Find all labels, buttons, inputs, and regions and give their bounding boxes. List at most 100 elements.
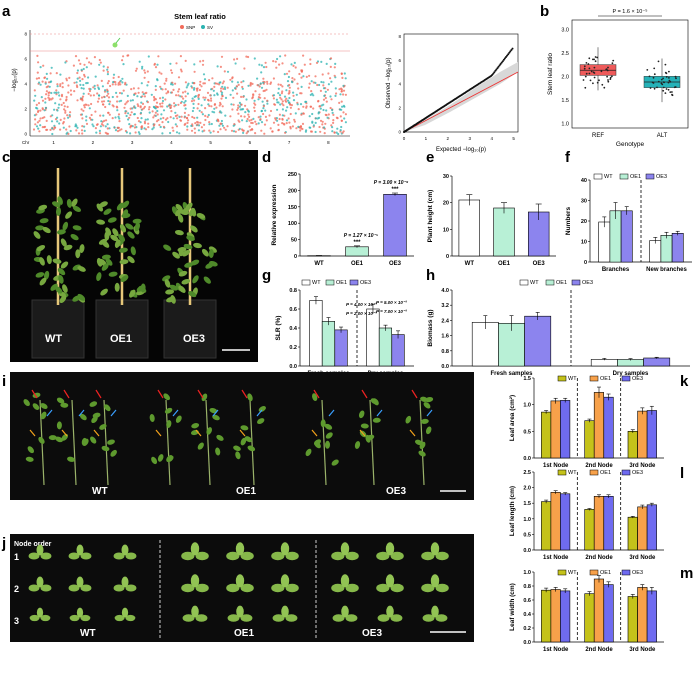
- snp-point: [319, 119, 323, 122]
- sv-point: [252, 117, 255, 120]
- snp-point: [231, 76, 234, 79]
- legend-swatch: [621, 569, 631, 576]
- boxplot-point: [648, 75, 651, 78]
- legend-label: OE3: [360, 280, 371, 286]
- plant-leaf: [414, 439, 423, 446]
- legend-swatch: [349, 279, 359, 286]
- snp-point: [197, 96, 200, 99]
- sv-point: [296, 103, 299, 106]
- snp-point: [81, 95, 85, 98]
- legend-swatch: [519, 279, 529, 286]
- snp-point: [245, 132, 248, 135]
- blue-arrow: [46, 409, 53, 417]
- snp-point: [220, 97, 223, 100]
- sv-point: [330, 80, 333, 83]
- snp-point: [186, 121, 189, 124]
- plant-leaf: [185, 202, 193, 211]
- sv-point: [337, 132, 340, 136]
- photo-c-label-oe1: OE1: [110, 333, 132, 345]
- qq-point: [499, 63, 502, 65]
- snp-point: [342, 111, 345, 114]
- snp-point: [265, 88, 268, 91]
- snp-point: [305, 75, 308, 78]
- snp-point: [288, 83, 291, 87]
- snp-point: [291, 125, 294, 128]
- legend-snp-label: SNP: [186, 25, 195, 30]
- sv-point: [57, 106, 60, 109]
- snp-point: [242, 129, 245, 132]
- y-tick-label: 1.5: [523, 376, 531, 382]
- snp-point: [263, 123, 267, 126]
- category-label: 1st Node: [543, 647, 569, 653]
- bar: [637, 506, 648, 551]
- leaflet: [28, 584, 40, 592]
- snp-point: [163, 82, 166, 85]
- snp-point: [130, 88, 133, 91]
- snp-point: [143, 122, 147, 125]
- snp-point: [73, 81, 76, 84]
- sv-point: [260, 86, 264, 89]
- snp-point: [146, 101, 149, 104]
- sv-point: [220, 91, 224, 94]
- leaflet: [422, 614, 435, 622]
- sv-point: [281, 114, 284, 117]
- leaflet: [345, 583, 359, 593]
- category-label: OE3: [533, 261, 546, 267]
- qq-points: [403, 47, 514, 133]
- snp-point: [96, 92, 99, 95]
- sv-point: [317, 111, 320, 114]
- snp-point: [206, 91, 210, 94]
- sv-point: [112, 81, 115, 84]
- snp-point: [116, 100, 119, 103]
- sv-point: [245, 120, 248, 123]
- plant-leaf: [101, 445, 110, 452]
- snp-point: [285, 72, 289, 75]
- snp-point: [269, 81, 273, 84]
- plant-leaf: [358, 410, 365, 419]
- snp-point: [45, 119, 48, 122]
- snp-point: [263, 97, 266, 100]
- plant-leaf: [183, 243, 193, 250]
- leaflet: [285, 614, 298, 622]
- leaflet: [421, 551, 435, 561]
- legend-sv-dot: [201, 25, 205, 29]
- snp-point: [141, 102, 145, 105]
- boxplot-point: [606, 69, 609, 72]
- snp-point: [34, 118, 37, 121]
- snp-point: [38, 119, 41, 122]
- sv-point: [39, 83, 42, 86]
- snp-point: [170, 91, 174, 94]
- snp-point: [333, 66, 336, 69]
- orange-arrow: [409, 429, 416, 437]
- snp-point: [44, 97, 47, 100]
- snp-point: [272, 121, 276, 124]
- sv-point: [82, 67, 85, 71]
- snp-point: [100, 96, 104, 99]
- plant-leaf: [96, 272, 102, 282]
- snp-point: [49, 72, 52, 75]
- snp-point: [236, 108, 239, 111]
- sv-point: [322, 108, 325, 112]
- plant-leaf: [107, 439, 115, 445]
- plant-leaf: [186, 235, 195, 241]
- leaflet: [280, 542, 290, 556]
- legend-label: OE1: [630, 174, 641, 180]
- boxplot-point: [667, 81, 670, 84]
- snp-point: [300, 113, 303, 116]
- snp-point: [183, 111, 186, 114]
- sv-point: [139, 111, 143, 114]
- snp-point: [272, 60, 275, 63]
- snp-point: [37, 77, 41, 80]
- legend-label: WT: [312, 280, 321, 286]
- snp-point: [296, 82, 299, 85]
- snp-point: [45, 128, 48, 131]
- snp-point: [258, 93, 261, 96]
- snp-point: [118, 91, 122, 95]
- leaflet: [235, 542, 245, 556]
- sv-point: [194, 95, 197, 98]
- leaflet: [68, 552, 80, 560]
- photo-i-plants: [23, 389, 434, 486]
- sv-point: [56, 85, 59, 88]
